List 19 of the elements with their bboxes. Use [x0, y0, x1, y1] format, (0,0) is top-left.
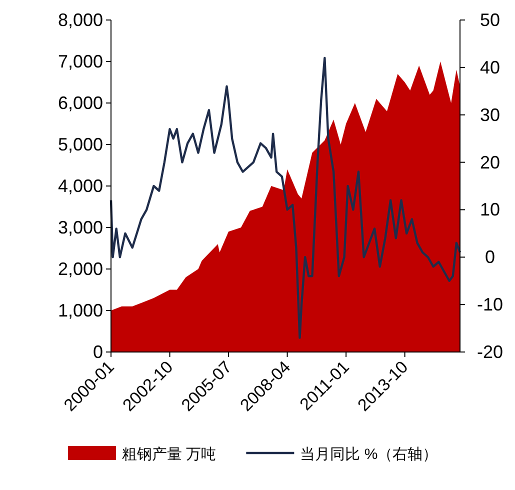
y-tick-label: 5,000: [58, 134, 103, 154]
y2-tick-label: 30: [480, 104, 500, 125]
y-tick-label: 2,000: [58, 259, 103, 279]
y-tick-label: 4,000: [58, 176, 103, 196]
y2-tick-label: -20: [476, 342, 504, 362]
y2-tick-label: 50: [480, 10, 500, 30]
y-tick-label: 7,000: [58, 52, 103, 72]
y-tick-label: 3,000: [58, 218, 103, 238]
y-tick-label: 6,000: [58, 93, 103, 113]
y2-tick-label: 0: [484, 247, 496, 268]
y2-tick-label: -10: [476, 294, 504, 315]
legend-label: 当月同比 %（右轴）: [300, 446, 438, 463]
y2-tick-label: 20: [480, 152, 500, 172]
legend-label: 粗钢产量 万吨: [122, 446, 216, 463]
y-tick-label: 1,000: [58, 300, 103, 320]
y2-tick-label: 40: [480, 57, 500, 78]
y-tick-label: 8,000: [58, 10, 103, 30]
y-tick-label: 0: [92, 342, 103, 362]
y2-tick-label: 10: [480, 200, 500, 220]
